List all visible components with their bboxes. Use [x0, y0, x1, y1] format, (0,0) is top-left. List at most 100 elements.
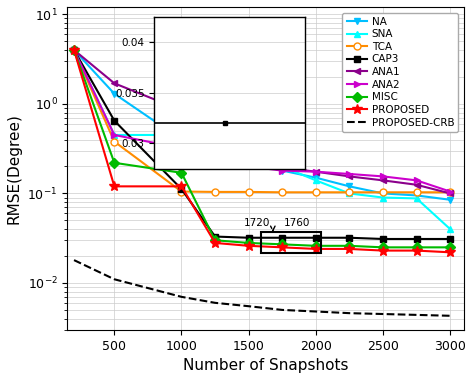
PROPOSED-CRB [71, 258, 77, 263]
Line: SNA: SNA [71, 47, 454, 233]
TCA [71, 48, 77, 52]
MISC [380, 245, 386, 250]
TCA [246, 190, 252, 194]
PROPOSED [279, 245, 285, 250]
ANA1 [346, 174, 352, 179]
ANA1 [414, 182, 419, 187]
SNA [212, 139, 218, 144]
NA [447, 198, 453, 202]
PROPOSED-CRB [279, 308, 285, 312]
MISC [346, 244, 352, 248]
PROPOSED-CRB [212, 301, 218, 305]
CAP3 [313, 236, 319, 240]
CAP3 [447, 237, 453, 241]
MISC [447, 245, 453, 250]
SNA [447, 227, 453, 231]
NA [279, 168, 285, 173]
ANA1 [246, 151, 252, 156]
MISC [212, 238, 218, 242]
TCA [380, 190, 386, 195]
MISC [414, 245, 419, 250]
Line: PROPOSED: PROPOSED [69, 45, 455, 257]
ANA2 [279, 168, 285, 173]
CAP3 [179, 187, 184, 191]
TCA [414, 190, 419, 195]
SNA [179, 133, 184, 137]
NA [246, 160, 252, 165]
ANA1 [447, 191, 453, 196]
CAP3 [71, 48, 77, 52]
NA [71, 48, 77, 52]
TCA [279, 190, 285, 195]
PROPOSED-CRB [179, 294, 184, 299]
Y-axis label: RMSE(Degree): RMSE(Degree) [7, 113, 22, 224]
CAP3 [380, 237, 386, 241]
Legend: NA, SNA, TCA, CAP3, ANA1, ANA2, MISC, PROPOSED, PROPOSED-CRB: NA, SNA, TCA, CAP3, ANA1, ANA2, MISC, PR… [342, 13, 458, 132]
PROPOSED-CRB [414, 313, 419, 317]
MISC [71, 48, 77, 52]
TCA [111, 139, 117, 144]
MISC [179, 171, 184, 175]
Line: NA: NA [71, 47, 454, 203]
SNA [71, 48, 77, 52]
PROPOSED [313, 247, 319, 251]
MISC [111, 160, 117, 165]
PROPOSED [414, 248, 419, 253]
NA [414, 193, 419, 198]
PROPOSED-CRB [346, 311, 352, 315]
Text: 1720: 1720 [244, 218, 270, 228]
Bar [261, 232, 321, 253]
SNA [346, 191, 352, 196]
TCA [313, 190, 319, 195]
PROPOSED [246, 244, 252, 248]
ANA2 [313, 169, 319, 174]
SNA [246, 151, 252, 156]
MISC [313, 244, 319, 248]
Line: ANA2: ANA2 [71, 47, 454, 195]
Line: MISC: MISC [71, 47, 454, 251]
CAP3 [246, 236, 252, 240]
ANA1 [111, 81, 117, 86]
TCA [346, 190, 352, 195]
ANA2 [71, 48, 77, 52]
CAP3 [212, 234, 218, 239]
Line: ANA1: ANA1 [71, 47, 454, 197]
PROPOSED [380, 248, 386, 253]
ANA2 [414, 178, 419, 183]
ANA1 [212, 122, 218, 126]
TCA [447, 190, 453, 195]
PROPOSED-CRB [313, 309, 319, 314]
ANA1 [179, 108, 184, 112]
SNA [313, 178, 319, 183]
ANA2 [246, 164, 252, 169]
NA [380, 191, 386, 196]
ANA2 [212, 159, 218, 163]
CAP3 [414, 237, 419, 241]
NA [313, 176, 319, 180]
NA [179, 137, 184, 142]
NA [111, 92, 117, 96]
CAP3 [279, 236, 285, 240]
Line: PROPOSED-CRB: PROPOSED-CRB [74, 260, 450, 316]
CAP3 [111, 119, 117, 123]
PROPOSED [179, 184, 184, 188]
CAP3 [346, 236, 352, 240]
NA [212, 149, 218, 153]
ANA2 [346, 172, 352, 176]
MISC [279, 242, 285, 247]
PROPOSED [447, 250, 453, 255]
TCA [179, 189, 184, 194]
ANA2 [111, 133, 117, 137]
PROPOSED-CRB [111, 277, 117, 282]
PROPOSED-CRB [246, 304, 252, 309]
TCA [212, 190, 218, 194]
MISC [246, 241, 252, 245]
PROPOSED-CRB [447, 314, 453, 318]
PROPOSED [71, 48, 77, 52]
Line: CAP3: CAP3 [71, 47, 454, 242]
ANA1 [313, 169, 319, 174]
SNA [111, 133, 117, 137]
SNA [279, 164, 285, 169]
ANA1 [71, 48, 77, 52]
PROPOSED [346, 247, 352, 251]
